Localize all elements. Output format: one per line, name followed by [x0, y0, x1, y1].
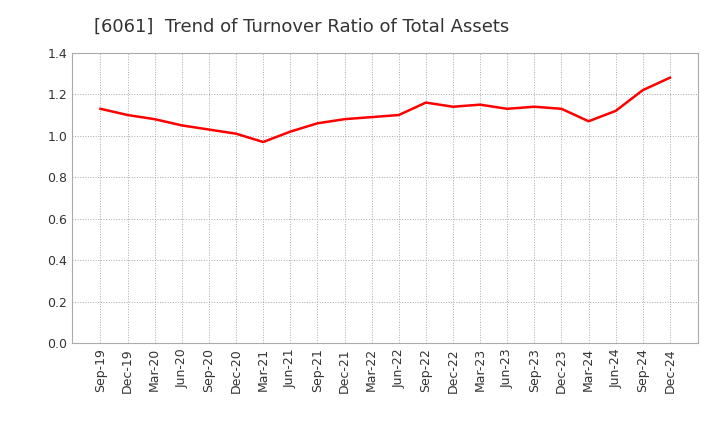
Text: [6061]  Trend of Turnover Ratio of Total Assets: [6061] Trend of Turnover Ratio of Total … [94, 18, 509, 36]
